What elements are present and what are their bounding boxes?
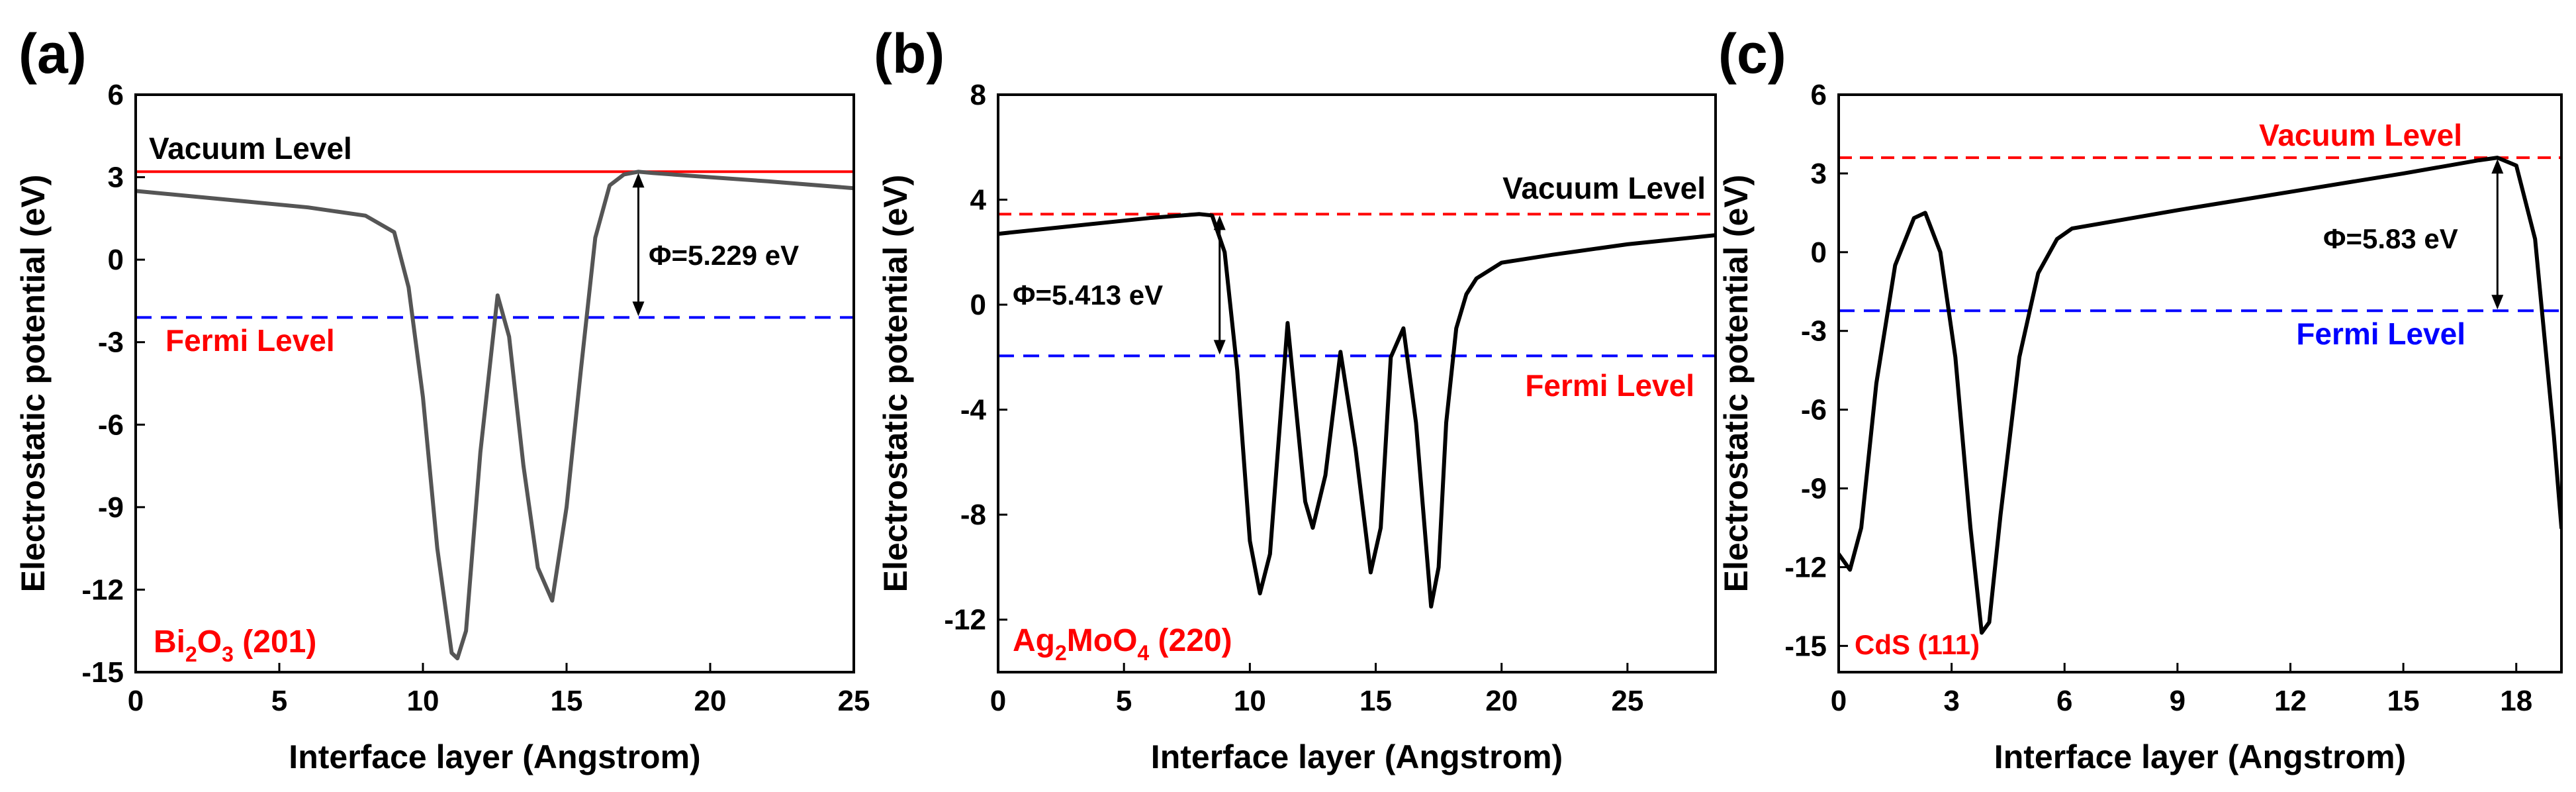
y-tick-label: 8 [970, 79, 986, 111]
series-line-potential [136, 170, 854, 661]
x-tick-label: 25 [838, 685, 870, 717]
panel-letter: (b) [874, 23, 944, 85]
vacuum-level-label: Vacuum Level [149, 131, 352, 166]
work-function-label: Φ=5.229 eV [649, 240, 799, 271]
vacuum-level-label: Vacuum Level [2259, 118, 2462, 152]
y-axis-title: Electrostatic potential (eV) [1718, 175, 1755, 593]
sample-part-s1: 2 [185, 642, 197, 666]
sample-label: CdS (111) [1855, 629, 1980, 660]
sample-part-main: Ag [1013, 623, 1055, 658]
work-function-label: Φ=5.83 eV [2323, 223, 2458, 254]
arrow-head-top [1213, 215, 1226, 230]
arrow-head-top [632, 173, 645, 188]
y-tick-label: 0 [108, 244, 124, 276]
y-tick-label: 3 [1811, 158, 1827, 190]
x-axis-title: Interface layer (Angstrom) [1994, 738, 2406, 775]
panel-a: (a) 0 5 10 15 20 25 -15 -12 -9 -6 -3 0 3 6 Interface la… [15, 23, 870, 775]
fermi-level-label: Fermi Level [2296, 317, 2465, 351]
y-tick-label: -6 [98, 409, 124, 441]
sample-part-suffix: (220) [1149, 623, 1232, 658]
x-tick-label: 15 [551, 685, 583, 717]
x-tick-label: 0 [128, 685, 144, 717]
vacuum-level-label: Vacuum Level [1502, 171, 1706, 205]
plot-frame [997, 93, 1717, 673]
x-tick-label: 15 [1359, 685, 1392, 717]
y-axis-title: Electrostatic potential (eV) [877, 175, 914, 593]
fermi-level-label: Fermi Level [165, 323, 335, 358]
arrow-head-bottom [632, 301, 645, 317]
work-function-label: Φ=5.413 eV [1013, 279, 1163, 311]
panel-c: (c) 0 3 6 9 12 15 18 -15 -12 -9 -6 -3 0 3 6 Interface la… [1718, 23, 2563, 775]
x-tick-label: 18 [2500, 685, 2532, 717]
panel-letter: (c) [1718, 23, 1786, 85]
y-tick-label: 0 [1811, 236, 1827, 269]
arrow-head-bottom [2491, 295, 2504, 310]
sample-part-s1: 2 [1055, 641, 1067, 665]
y-tick-label: 0 [970, 289, 986, 321]
sample-part-main: Bi [154, 624, 185, 660]
x-tick-label: 0 [1831, 685, 1847, 717]
x-axis-title: Interface layer (Angstrom) [1151, 738, 1563, 775]
y-tick-label: -15 [1784, 630, 1827, 662]
x-tick-label: 25 [1611, 685, 1643, 717]
sample-part-main: CdS (111) [1855, 629, 1980, 660]
x-tick-label: 20 [694, 685, 727, 717]
x-tick-label: 10 [407, 685, 439, 717]
y-tick-label: -3 [1801, 315, 1827, 348]
series-line-potential [1839, 156, 2561, 635]
x-tick-label: 3 [1943, 685, 1959, 717]
sample-part-suffix: (201) [234, 624, 316, 660]
arrow-head-bottom [1213, 340, 1226, 355]
plot-frame [1837, 93, 2563, 673]
x-tick-label: 0 [990, 685, 1006, 717]
y-tick-label: -15 [81, 656, 124, 689]
sample-part-mid: O [197, 624, 222, 660]
y-tick-label: -8 [960, 499, 986, 531]
sample-label: Bi2O3 (201) [154, 624, 316, 666]
y-tick-label: -4 [960, 394, 987, 426]
fermi-level-label: Fermi Level [1525, 368, 1694, 403]
sample-part-s2: 4 [1137, 641, 1149, 665]
sample-part-mid: MoO [1067, 623, 1138, 658]
x-tick-label: 9 [2170, 685, 2185, 717]
arrow-head-top [2491, 159, 2504, 174]
sample-label: Ag2MoO4 (220) [1013, 623, 1232, 665]
x-tick-label: 15 [2387, 685, 2420, 717]
plot-frame [134, 93, 855, 673]
panel-letter: (a) [19, 23, 87, 85]
x-tick-label: 5 [271, 685, 287, 717]
y-tick-label: -9 [98, 491, 124, 524]
x-tick-label: 6 [2056, 685, 2072, 717]
y-tick-label: -3 [98, 326, 124, 359]
y-tick-label: -12 [1784, 551, 1827, 583]
y-tick-label: 4 [970, 184, 987, 217]
panel-b: (b) 0 5 10 15 20 25 -12 -8 -4 0 4 8 Interface layer (… [874, 23, 1717, 775]
y-tick-label: 3 [108, 162, 124, 194]
x-axis-title: Interface layer (Angstrom) [289, 738, 700, 775]
y-tick-label: -12 [81, 573, 124, 606]
series-line-potential [998, 212, 1716, 609]
y-tick-label: -9 [1801, 473, 1827, 505]
x-tick-label: 12 [2274, 685, 2307, 717]
y-axis-title: Electrostatic potential (eV) [15, 175, 52, 593]
x-tick-label: 10 [1234, 685, 1266, 717]
x-tick-label: 20 [1485, 685, 1518, 717]
y-tick-label: 6 [108, 79, 124, 111]
y-tick-label: 6 [1811, 79, 1827, 111]
y-tick-label: -6 [1801, 394, 1827, 426]
y-tick-label: -12 [944, 604, 986, 636]
sample-part-s2: 3 [222, 642, 234, 666]
x-tick-label: 5 [1116, 685, 1132, 717]
